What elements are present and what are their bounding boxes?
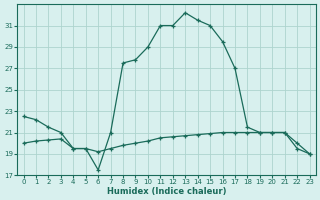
X-axis label: Humidex (Indice chaleur): Humidex (Indice chaleur) bbox=[107, 187, 226, 196]
